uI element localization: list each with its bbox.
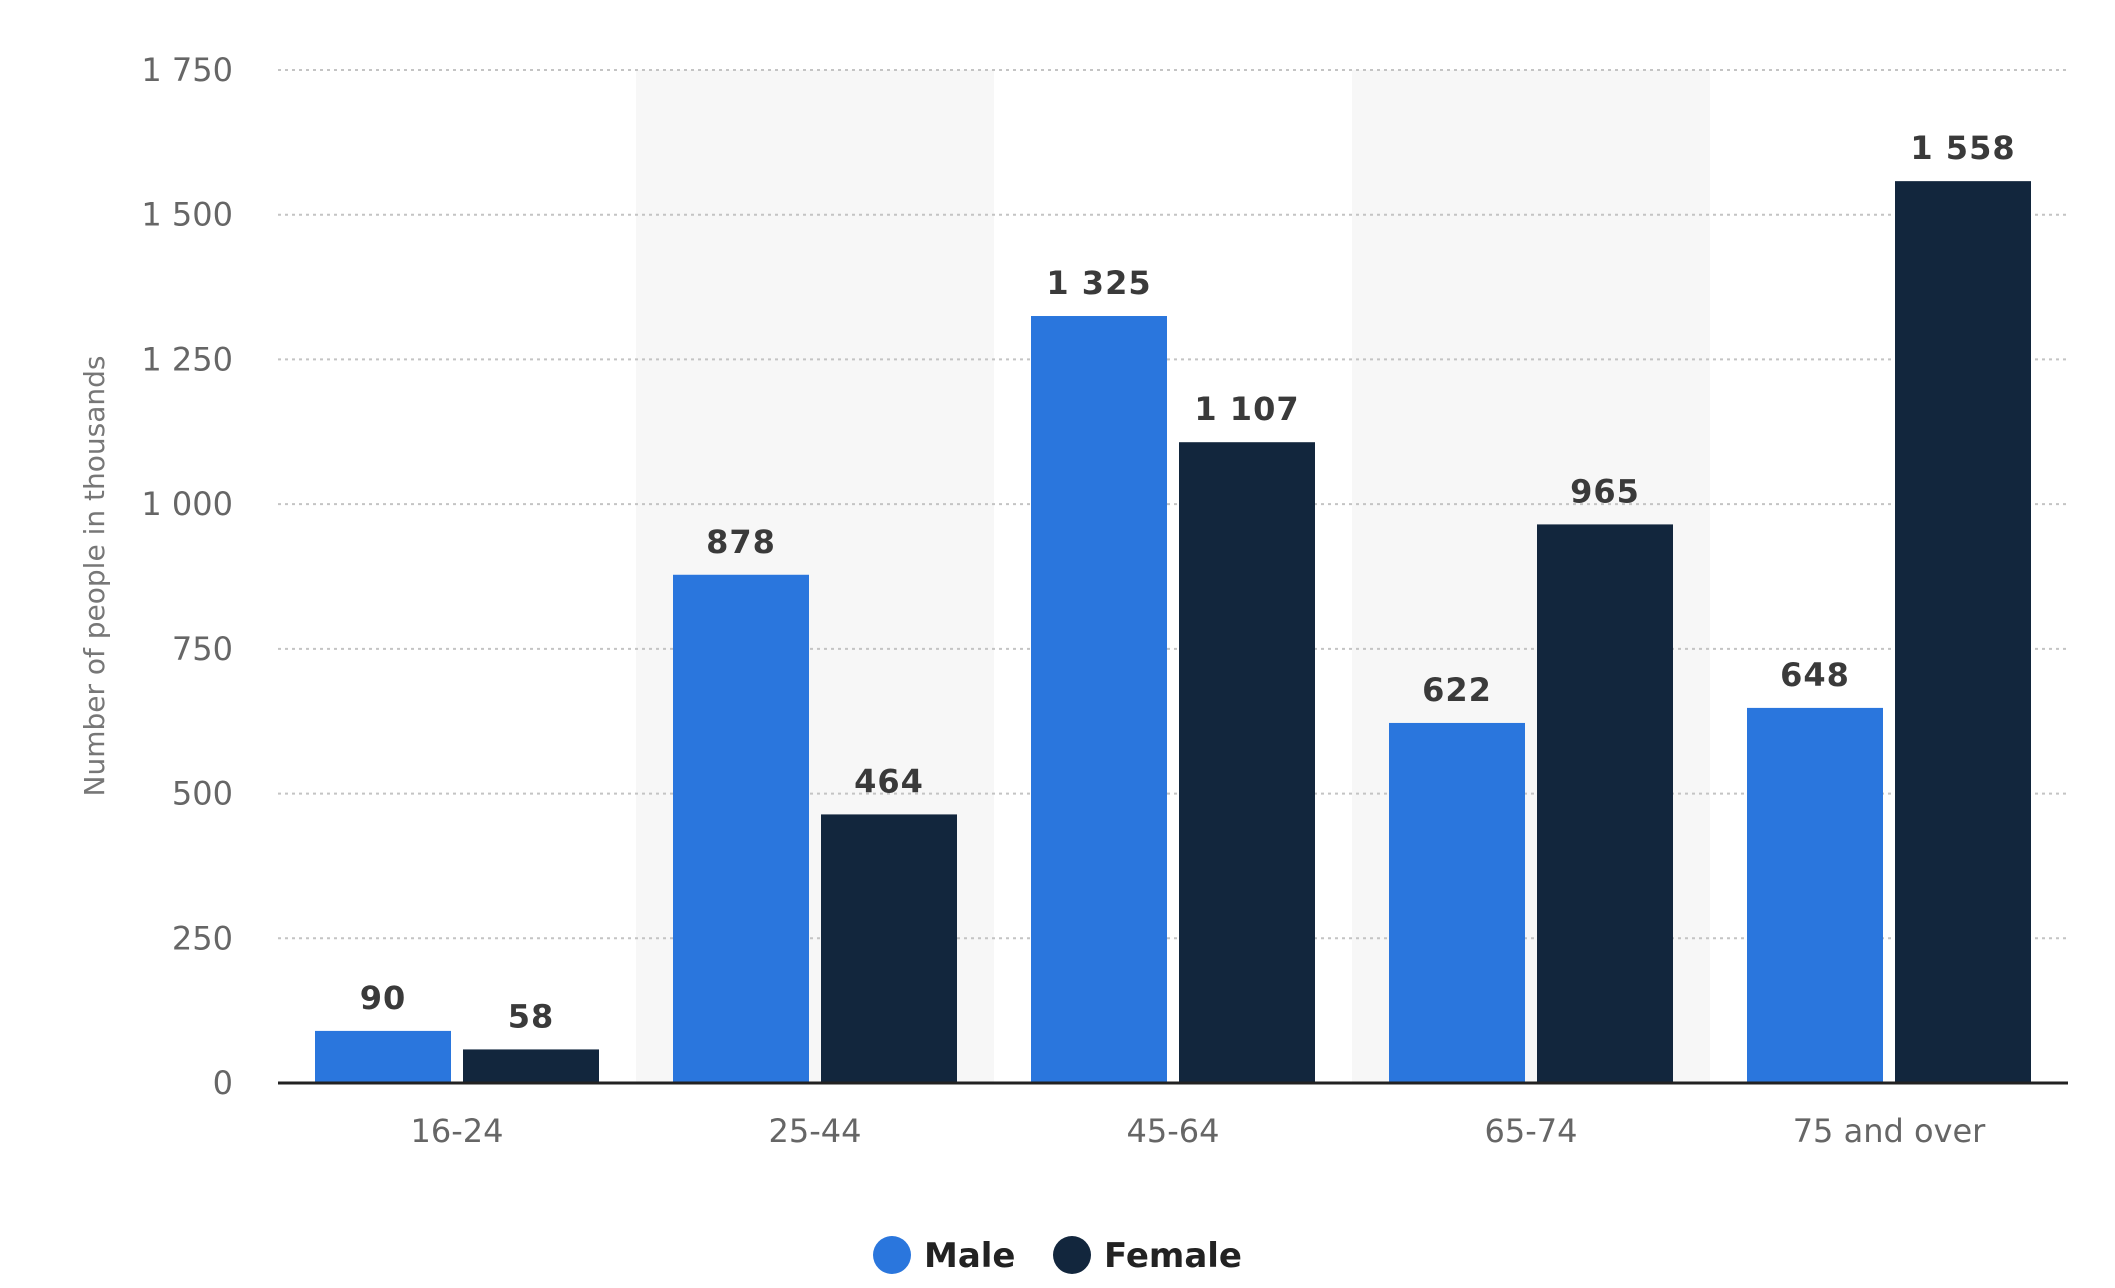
bar-female[interactable] <box>1537 524 1673 1083</box>
value-label: 1 107 <box>1194 390 1299 428</box>
value-labels: 90 58 878 464 1 325 1 107 622 965 648 1 558 <box>360 129 2015 1035</box>
bar-male[interactable] <box>315 1030 451 1083</box>
bar-female[interactable] <box>463 1049 599 1083</box>
x-tick-label: 16-24 <box>411 1112 504 1150</box>
value-label: 648 <box>1780 656 1850 694</box>
y-tick-label: 250 <box>172 919 233 957</box>
value-label: 878 <box>706 523 776 561</box>
bars <box>315 181 2031 1083</box>
bar-female[interactable] <box>821 814 957 1083</box>
legend: Male Female <box>873 1236 1242 1276</box>
value-label: 622 <box>1422 671 1492 709</box>
y-axis-ticks: 0 250 500 750 1 000 1 250 1 500 1 750 <box>141 51 233 1102</box>
x-tick-label: 25-44 <box>769 1112 862 1150</box>
x-tick-label: 75 and over <box>1793 1112 1986 1150</box>
value-label: 1 325 <box>1046 264 1151 302</box>
x-axis-ticks: 16-24 25-44 45-64 65-74 75 and over <box>411 1112 1987 1150</box>
y-tick-label: 500 <box>172 775 233 813</box>
y-tick-label: 1 000 <box>141 485 233 523</box>
value-label: 965 <box>1570 472 1640 510</box>
y-tick-label: 1 250 <box>141 340 233 378</box>
value-label: 90 <box>360 979 407 1017</box>
bar-male[interactable] <box>1747 707 1883 1083</box>
bar-male[interactable] <box>673 574 809 1083</box>
bar-male[interactable] <box>1389 722 1525 1083</box>
y-tick-label: 1 750 <box>141 51 233 89</box>
y-tick-label: 0 <box>213 1064 233 1102</box>
legend-swatch-female[interactable] <box>1053 1236 1091 1274</box>
bar-male[interactable] <box>1031 316 1167 1083</box>
value-label: 1 558 <box>1910 129 2015 167</box>
y-axis-label: Number of people in thousands <box>78 356 111 797</box>
legend-swatch-male[interactable] <box>873 1236 911 1274</box>
y-tick-label: 750 <box>172 630 233 668</box>
y-tick-label: 1 500 <box>141 196 233 234</box>
legend-label-male[interactable]: Male <box>924 1236 1016 1276</box>
bar-female[interactable] <box>1895 181 2031 1083</box>
bar-female[interactable] <box>1179 442 1315 1083</box>
x-tick-label: 45-64 <box>1127 1112 1220 1150</box>
value-label: 464 <box>854 762 924 800</box>
x-tick-label: 65-74 <box>1485 1112 1578 1150</box>
value-label: 58 <box>508 997 555 1035</box>
legend-label-female[interactable]: Female <box>1104 1236 1242 1276</box>
